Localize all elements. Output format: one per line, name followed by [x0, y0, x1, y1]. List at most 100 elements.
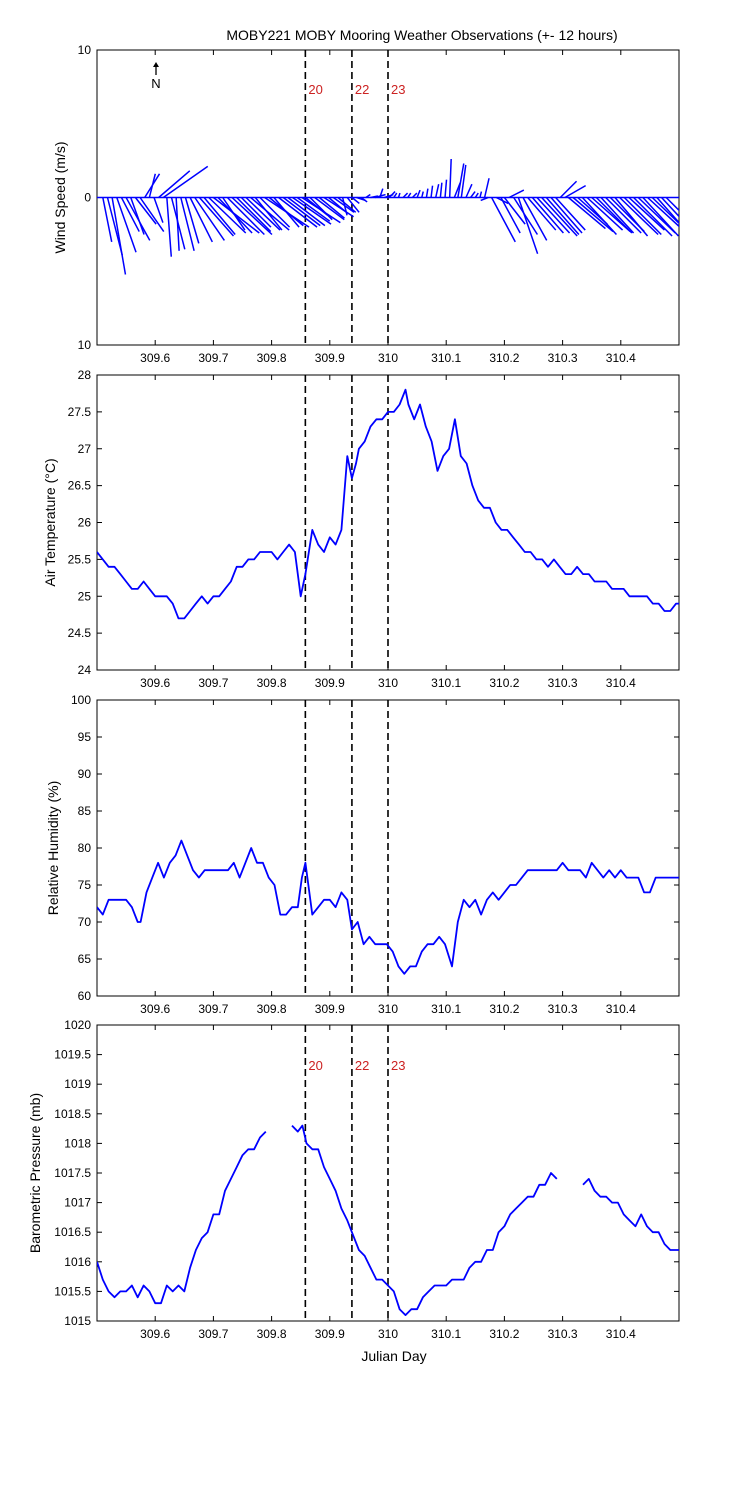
wind-stick	[651, 196, 679, 225]
event-label: 23	[391, 1058, 405, 1073]
wind-stick	[309, 196, 333, 221]
wind-stick	[351, 196, 360, 205]
wind-stick	[483, 178, 490, 198]
x-tick-label: 309.9	[315, 1002, 345, 1016]
wind-stick	[379, 188, 384, 198]
wind-stick	[480, 196, 489, 202]
y-axis-label: Relative Humidity (%)	[45, 781, 61, 916]
wind-stick	[421, 191, 424, 198]
y-tick-label: 0	[84, 191, 91, 205]
wind-stick	[120, 197, 140, 232]
x-tick-label: 310.3	[548, 676, 578, 690]
wind-stick	[479, 191, 483, 198]
wind-stick	[444, 179, 448, 198]
event-label: 22	[355, 82, 369, 97]
north-arrow-head	[153, 62, 159, 67]
wind-stick	[102, 197, 113, 243]
x-tick-label: 310	[378, 351, 398, 365]
wind-stick	[490, 197, 516, 243]
wind-stick	[388, 191, 396, 199]
y-tick-label: 85	[78, 804, 92, 818]
wind-stick	[203, 197, 236, 235]
wind-stick	[212, 196, 260, 234]
wind-stick	[198, 197, 235, 237]
wind-stick	[278, 196, 318, 228]
wind-stick	[208, 196, 247, 234]
wind-stick	[425, 188, 429, 198]
y-tick-label: 1015.5	[54, 1284, 91, 1298]
wind-stick	[605, 196, 642, 234]
y-tick-label: 25.5	[68, 552, 92, 566]
wind-stick	[111, 197, 127, 275]
wind-stick	[153, 197, 164, 223]
x-tick-label: 310.1	[431, 1002, 461, 1016]
y-tick-label: 1017.5	[54, 1166, 91, 1180]
x-tick-label: 309.8	[257, 351, 287, 365]
y-tick-label: 75	[78, 878, 92, 892]
x-tick-label: 310	[378, 676, 398, 690]
y-tick-label: 25	[78, 589, 92, 603]
wind-stick	[222, 197, 246, 231]
wind-stick	[296, 196, 331, 222]
x-tick-label: 309.7	[198, 676, 228, 690]
x-tick-label: 310.1	[431, 351, 461, 365]
x-tick-label: 309.9	[315, 351, 345, 365]
wind-stick	[434, 184, 440, 198]
wind-stick	[341, 197, 348, 216]
wind-stick	[586, 196, 624, 231]
wind-stick	[184, 197, 200, 244]
wind-stick	[245, 196, 281, 231]
event-label: 20	[308, 82, 322, 97]
wind-stick	[240, 196, 272, 228]
wind-stick	[508, 189, 525, 199]
wind-stick	[250, 196, 290, 231]
y-tick-label: 70	[78, 915, 92, 929]
wind-stick	[189, 197, 213, 243]
wind-stick	[517, 197, 539, 254]
x-tick-label: 309.6	[140, 1327, 170, 1341]
wind-stick	[416, 189, 421, 198]
wind-stick	[148, 173, 157, 198]
wind-stick	[513, 197, 539, 235]
y-tick-label: 26	[78, 516, 92, 530]
x-tick-label: 310.1	[431, 1327, 461, 1341]
y-axis-label: Wind Speed (m/s)	[52, 141, 68, 253]
x-tick-label: 310.2	[489, 351, 519, 365]
wind-stick	[158, 170, 191, 199]
wind-stick	[254, 197, 283, 231]
x-tick-label: 310.3	[548, 1002, 578, 1016]
x-axis-label: Julian Day	[361, 1348, 426, 1364]
wind-stick	[194, 197, 225, 241]
x-tick-label: 310	[378, 1002, 398, 1016]
y-axis-label: Air Temperature (°C)	[42, 458, 58, 586]
x-tick-label: 310.1	[431, 676, 461, 690]
x-tick-label: 310.2	[489, 1327, 519, 1341]
wind-sticks	[102, 158, 679, 275]
wind-stick	[130, 197, 145, 235]
wind-stick	[581, 196, 617, 236]
wind-stick	[231, 196, 273, 236]
wind-stick	[572, 196, 614, 233]
wind-stick	[559, 180, 578, 199]
x-tick-label: 309.6	[140, 1002, 170, 1016]
y-tick-label: 1019.5	[54, 1048, 91, 1062]
x-tick-label: 310.4	[606, 676, 636, 690]
wind-stick	[541, 196, 578, 237]
x-tick-label: 310.4	[606, 1002, 636, 1016]
event-label: 20	[308, 1058, 322, 1073]
y-tick-label: 1020	[64, 1018, 91, 1032]
panel-1: 309.6 309.7 309.8 309.9 310 310.1 310.2 310.3 31…	[52, 43, 680, 365]
wind-stick	[536, 196, 571, 234]
wind-stick	[503, 197, 526, 225]
series-line	[97, 388, 679, 620]
wind-stick	[460, 164, 467, 198]
x-tick-label: 309.8	[257, 1327, 287, 1341]
wind-stick	[407, 192, 412, 198]
wind-stick	[226, 196, 265, 236]
wind-stick	[647, 196, 679, 228]
y-tick-label: 95	[78, 730, 92, 744]
x-tick-label: 309.8	[257, 1002, 287, 1016]
wind-stick	[595, 196, 633, 234]
y-tick-label: 1019	[64, 1077, 91, 1091]
north-label: N	[151, 76, 160, 91]
